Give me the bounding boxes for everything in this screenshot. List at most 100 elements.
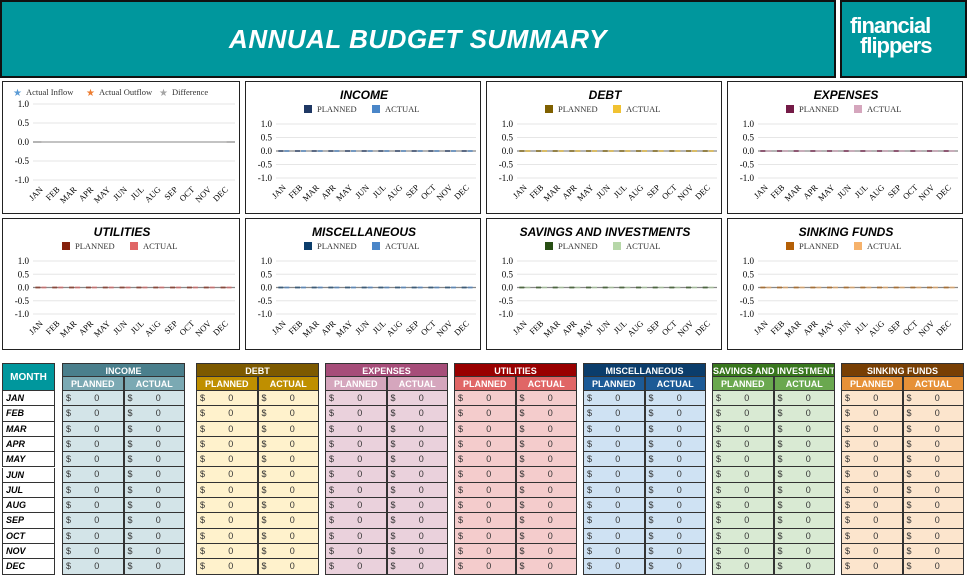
actual-cell[interactable]: $0 — [773, 406, 835, 422]
actual-cell[interactable]: $0 — [386, 513, 448, 529]
planned-cell[interactable]: $0 — [841, 452, 903, 468]
planned-cell[interactable]: $0 — [583, 421, 645, 437]
actual-cell[interactable]: $0 — [515, 513, 577, 529]
planned-cell[interactable]: $0 — [583, 436, 645, 453]
actual-cell[interactable]: $0 — [644, 436, 706, 453]
actual-cell[interactable]: $0 — [123, 421, 185, 437]
actual-cell[interactable]: $0 — [257, 528, 319, 544]
actual-cell[interactable]: $0 — [123, 482, 185, 499]
actual-cell[interactable]: $0 — [515, 528, 577, 544]
planned-cell[interactable]: $0 — [62, 513, 124, 529]
planned-cell[interactable]: $0 — [712, 436, 774, 453]
actual-cell[interactable]: $0 — [386, 467, 448, 483]
actual-cell[interactable]: $0 — [257, 559, 319, 575]
actual-cell[interactable]: $0 — [386, 528, 448, 544]
actual-cell[interactable]: $0 — [515, 436, 577, 453]
actual-cell[interactable]: $0 — [773, 436, 835, 453]
planned-cell[interactable]: $0 — [62, 452, 124, 468]
planned-cell[interactable]: $0 — [325, 559, 387, 575]
planned-cell[interactable]: $0 — [62, 498, 124, 514]
planned-cell[interactable]: $0 — [583, 528, 645, 544]
actual-cell[interactable]: $0 — [902, 467, 964, 483]
actual-cell[interactable]: $0 — [515, 467, 577, 483]
planned-cell[interactable]: $0 — [583, 406, 645, 422]
actual-cell[interactable]: $0 — [257, 543, 319, 560]
actual-cell[interactable]: $0 — [773, 528, 835, 544]
actual-cell[interactable]: $0 — [386, 543, 448, 560]
actual-cell[interactable]: $0 — [644, 467, 706, 483]
planned-cell[interactable]: $0 — [62, 528, 124, 544]
planned-cell[interactable]: $0 — [196, 482, 258, 499]
actual-cell[interactable]: $0 — [902, 421, 964, 437]
planned-cell[interactable]: $0 — [583, 498, 645, 514]
planned-cell[interactable]: $0 — [841, 559, 903, 575]
planned-cell[interactable]: $0 — [841, 528, 903, 544]
planned-cell[interactable]: $0 — [712, 498, 774, 514]
actual-cell[interactable]: $0 — [257, 406, 319, 422]
actual-cell[interactable]: $0 — [902, 406, 964, 422]
planned-cell[interactable]: $0 — [454, 421, 516, 437]
actual-cell[interactable]: $0 — [902, 436, 964, 453]
actual-cell[interactable]: $0 — [902, 452, 964, 468]
actual-cell[interactable]: $0 — [902, 543, 964, 560]
planned-cell[interactable]: $0 — [712, 452, 774, 468]
planned-cell[interactable]: $0 — [841, 436, 903, 453]
actual-cell[interactable]: $0 — [902, 559, 964, 575]
actual-cell[interactable]: $0 — [902, 482, 964, 499]
actual-cell[interactable]: $0 — [123, 406, 185, 422]
actual-cell[interactable]: $0 — [773, 467, 835, 483]
planned-cell[interactable]: $0 — [325, 406, 387, 422]
planned-cell[interactable]: $0 — [841, 421, 903, 437]
planned-cell[interactable]: $0 — [196, 513, 258, 529]
planned-cell[interactable]: $0 — [712, 559, 774, 575]
planned-cell[interactable]: $0 — [325, 498, 387, 514]
actual-cell[interactable]: $0 — [386, 421, 448, 437]
actual-cell[interactable]: $0 — [515, 421, 577, 437]
planned-cell[interactable]: $0 — [583, 543, 645, 560]
planned-cell[interactable]: $0 — [841, 406, 903, 422]
planned-cell[interactable]: $0 — [325, 391, 387, 407]
actual-cell[interactable]: $0 — [386, 559, 448, 575]
actual-cell[interactable]: $0 — [644, 559, 706, 575]
planned-cell[interactable]: $0 — [325, 543, 387, 560]
actual-cell[interactable]: $0 — [257, 421, 319, 437]
actual-cell[interactable]: $0 — [386, 436, 448, 453]
planned-cell[interactable]: $0 — [62, 406, 124, 422]
actual-cell[interactable]: $0 — [515, 452, 577, 468]
actual-cell[interactable]: $0 — [123, 452, 185, 468]
planned-cell[interactable]: $0 — [325, 452, 387, 468]
actual-cell[interactable]: $0 — [644, 482, 706, 499]
actual-cell[interactable]: $0 — [257, 391, 319, 407]
planned-cell[interactable]: $0 — [454, 543, 516, 560]
planned-cell[interactable]: $0 — [583, 391, 645, 407]
actual-cell[interactable]: $0 — [773, 391, 835, 407]
planned-cell[interactable]: $0 — [196, 528, 258, 544]
planned-cell[interactable]: $0 — [196, 421, 258, 437]
planned-cell[interactable]: $0 — [196, 543, 258, 560]
planned-cell[interactable]: $0 — [454, 436, 516, 453]
actual-cell[interactable]: $0 — [123, 467, 185, 483]
actual-cell[interactable]: $0 — [902, 528, 964, 544]
planned-cell[interactable]: $0 — [62, 391, 124, 407]
planned-cell[interactable]: $0 — [841, 513, 903, 529]
planned-cell[interactable]: $0 — [583, 467, 645, 483]
actual-cell[interactable]: $0 — [386, 498, 448, 514]
planned-cell[interactable]: $0 — [712, 391, 774, 407]
planned-cell[interactable]: $0 — [62, 543, 124, 560]
actual-cell[interactable]: $0 — [515, 559, 577, 575]
actual-cell[interactable]: $0 — [644, 543, 706, 560]
actual-cell[interactable]: $0 — [257, 513, 319, 529]
planned-cell[interactable]: $0 — [454, 452, 516, 468]
actual-cell[interactable]: $0 — [644, 391, 706, 407]
actual-cell[interactable]: $0 — [644, 421, 706, 437]
planned-cell[interactable]: $0 — [325, 513, 387, 529]
actual-cell[interactable]: $0 — [257, 436, 319, 453]
actual-cell[interactable]: $0 — [644, 528, 706, 544]
actual-cell[interactable]: $0 — [773, 498, 835, 514]
actual-cell[interactable]: $0 — [123, 391, 185, 407]
actual-cell[interactable]: $0 — [773, 421, 835, 437]
actual-cell[interactable]: $0 — [515, 391, 577, 407]
planned-cell[interactable]: $0 — [841, 391, 903, 407]
planned-cell[interactable]: $0 — [196, 498, 258, 514]
actual-cell[interactable]: $0 — [386, 452, 448, 468]
